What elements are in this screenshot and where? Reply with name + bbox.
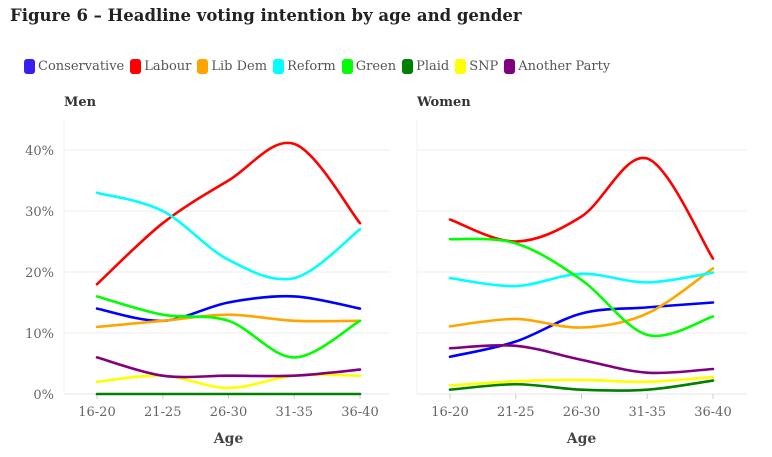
x-tick-label: 36-40: [341, 405, 378, 420]
x-tick-label: 26-30: [563, 405, 600, 420]
y-tick-label: 10%: [25, 327, 54, 342]
legend-item[interactable]: Another Party: [504, 59, 610, 74]
x-axis-title: Age: [566, 431, 597, 447]
x-tick-label: 31-35: [629, 405, 666, 420]
series-line-another-party: [95, 356, 362, 379]
series-line-labour: [95, 141, 362, 286]
legend-swatch: [273, 59, 285, 74]
x-axis-title: Age: [213, 431, 244, 447]
x-tick-label: 31-35: [276, 405, 313, 420]
legend-swatch: [130, 59, 142, 74]
series-line-another-party: [448, 343, 715, 375]
panel-title: Men: [64, 95, 97, 110]
series-line-labour: [448, 156, 715, 260]
legend-label: Plaid: [416, 59, 450, 74]
legend-item[interactable]: SNP: [455, 59, 498, 74]
legend-item[interactable]: Reform: [273, 59, 336, 74]
legend-item[interactable]: Plaid: [402, 59, 449, 74]
legend-item[interactable]: Green: [341, 59, 397, 74]
legend-swatch: [341, 59, 353, 74]
figure-title: Figure 6 – Headline voting intention by …: [10, 6, 522, 25]
series-line-conservative: [95, 294, 362, 323]
legend-label: Green: [355, 59, 397, 74]
series-line-green: [448, 237, 715, 338]
panel-men: Men 0% 10% 20% 30% 40% 16-20 21-25 26-30 31-35 36-…: [25, 95, 390, 447]
series-line-snp: [448, 375, 715, 387]
y-tick-label: 20%: [25, 266, 54, 281]
legend-item[interactable]: Labour: [130, 59, 191, 74]
legend-swatch: [504, 59, 516, 74]
legend-swatch: [402, 59, 414, 74]
series-line-reform: [448, 271, 715, 288]
y-tick-label: 30%: [25, 205, 54, 220]
legend-label: SNP: [469, 59, 499, 74]
legend-label: Labour: [144, 59, 192, 74]
series-line-plaid: [448, 379, 715, 392]
legend-label: Another Party: [518, 59, 611, 74]
legend-label: Conservative: [38, 59, 125, 74]
legend: Conservative Labour Lib Dem Reform Green Plai…: [24, 59, 610, 74]
legend-item[interactable]: Lib Dem: [197, 59, 267, 74]
series-line-lib-dem: [95, 313, 362, 329]
legend-item[interactable]: Conservative: [24, 59, 124, 74]
legend-label: Lib Dem: [211, 59, 268, 74]
x-tick-label: 26-30: [210, 405, 247, 420]
series-line-conservative: [448, 301, 715, 359]
legend-swatch: [455, 59, 467, 74]
series-line-reform: [95, 191, 362, 281]
panel-women: Women 16-20 21-25 26-30 31-35 36-40 Age: [416, 95, 747, 447]
x-tick-label: 36-40: [694, 405, 731, 420]
legend-swatch: [197, 59, 209, 74]
legend-label: Reform: [287, 59, 336, 74]
x-tick-label: 21-25: [497, 405, 534, 420]
x-tick-label: 16-20: [431, 405, 468, 420]
legend-swatch: [24, 59, 35, 74]
series-line-green: [95, 295, 362, 359]
x-tick-label: 16-20: [78, 405, 115, 420]
panel-title: Women: [416, 95, 471, 110]
series-line-lib-dem: [448, 267, 715, 329]
y-tick-label: 0%: [33, 388, 54, 403]
y-tick-label: 40%: [25, 144, 54, 159]
x-tick-label: 21-25: [144, 405, 181, 420]
